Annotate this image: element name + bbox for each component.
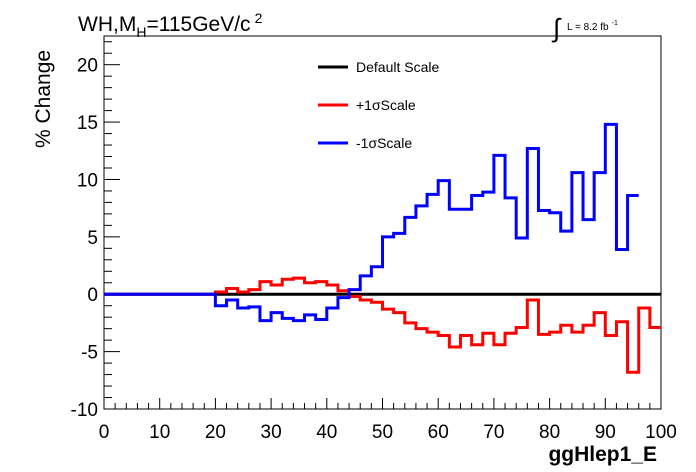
x-tick-label: 40 xyxy=(316,422,337,443)
x-tick-label: 10 xyxy=(149,422,170,443)
y-tick-label: -5 xyxy=(81,343,98,364)
legend-label: -1σScale xyxy=(356,135,412,151)
y-axis-title: % Change xyxy=(32,50,55,148)
x-tick-label: 80 xyxy=(539,422,560,443)
x-axis-ticks: 0 10 20 30 40 50 60 70 80 90 100 xyxy=(99,398,677,443)
y-tick-label: 20 xyxy=(77,56,98,77)
integral-symbol: ∫ xyxy=(551,13,562,43)
x-tick-label: 50 xyxy=(372,422,393,443)
y-axis-ticks: -10 -5 0 5 10 15 20 xyxy=(71,41,120,421)
series-line-2 xyxy=(104,122,639,323)
luminosity-text: L = 8.2 fb -1 xyxy=(567,20,618,33)
series-group xyxy=(104,122,661,374)
legend-label: +1σScale xyxy=(356,97,416,113)
y-tick-label: 10 xyxy=(77,170,98,191)
x-axis-title: ggHlep1_E xyxy=(548,443,657,466)
x-tick-label: 100 xyxy=(645,422,677,443)
x-tick-label: 70 xyxy=(483,422,504,443)
plot-title: WH,MH=115GeV/c 2 xyxy=(78,10,263,40)
x-tick-label: 20 xyxy=(205,422,226,443)
x-tick-label: 90 xyxy=(595,422,616,443)
plot-frame xyxy=(103,35,662,410)
y-tick-label: 5 xyxy=(87,228,98,249)
x-tick-label: 30 xyxy=(261,422,282,443)
legend-label: Default Scale xyxy=(356,59,439,75)
y-tick-label: -10 xyxy=(71,400,98,421)
x-tick-label: 60 xyxy=(428,422,449,443)
legend: Default Scale +1σScale -1σScale xyxy=(318,59,439,151)
series-line-1 xyxy=(104,276,661,374)
luminosity-label: ∫ L = 8.2 fb -1 xyxy=(551,13,618,43)
x-tick-label: 0 xyxy=(99,422,110,443)
y-tick-label: 15 xyxy=(77,113,98,134)
y-tick-label: 0 xyxy=(87,285,98,306)
